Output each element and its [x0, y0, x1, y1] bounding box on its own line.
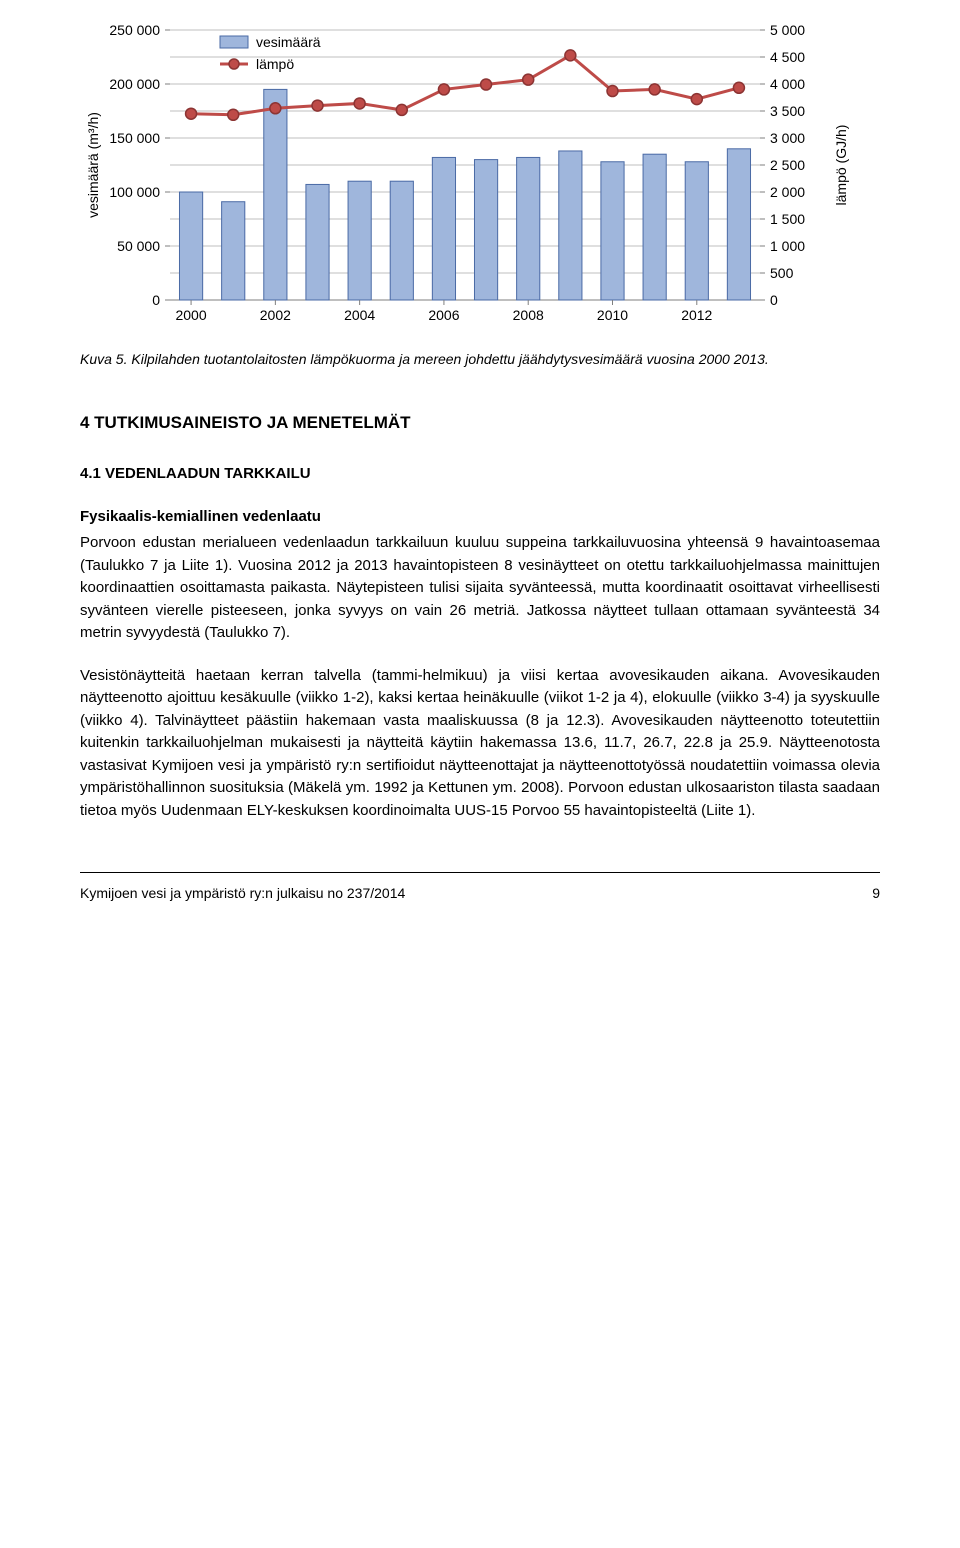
svg-text:1 000: 1 000 — [770, 238, 805, 254]
chart-container: 0 50 000 100 000 150 000 200 000 250 000 0 500 1… — [80, 20, 880, 340]
svg-text:lämpö (GJ/h): lämpö (GJ/h) — [833, 125, 849, 206]
body-paragraph-1: Porvoon edustan merialueen vedenlaadun t… — [80, 532, 880, 645]
svg-text:3 000: 3 000 — [770, 130, 805, 146]
svg-text:2004: 2004 — [344, 307, 375, 323]
figure-caption: Kuva 5. Kilpilahden tuotantolaitosten lä… — [80, 350, 880, 370]
svg-text:0: 0 — [770, 292, 778, 308]
svg-text:2008: 2008 — [513, 307, 544, 323]
svg-text:2006: 2006 — [428, 307, 459, 323]
body-paragraph-2: Vesistönäytteitä haetaan kerran talvella… — [80, 665, 880, 823]
svg-text:250 000: 250 000 — [109, 22, 160, 38]
svg-text:2 000: 2 000 — [770, 184, 805, 200]
svg-text:4 500: 4 500 — [770, 49, 805, 65]
section-heading: 4 TUTKIMUSAINEISTO JA MENETELMÄT — [80, 410, 880, 436]
svg-text:2 500: 2 500 — [770, 157, 805, 173]
subsection-heading: 4.1 VEDENLAADUN TARKKAILU — [80, 463, 880, 486]
svg-text:150 000: 150 000 — [109, 130, 160, 146]
svg-text:2012: 2012 — [681, 307, 712, 323]
combo-chart: 0 50 000 100 000 150 000 200 000 250 000 0 500 1… — [80, 20, 860, 340]
page-footer: Kymijoen vesi ja ympäristö ry:n julkaisu… — [80, 872, 880, 904]
page-number: 9 — [872, 883, 880, 904]
svg-text:2000: 2000 — [175, 307, 206, 323]
svg-text:1 500: 1 500 — [770, 211, 805, 227]
paragraph-heading: Fysikaalis-kemiallinen vedenlaatu — [80, 506, 880, 529]
svg-text:100 000: 100 000 — [109, 184, 160, 200]
svg-text:50 000: 50 000 — [117, 238, 160, 254]
svg-text:200 000: 200 000 — [109, 76, 160, 92]
svg-text:5 000: 5 000 — [770, 22, 805, 38]
svg-text:vesimäärä (m³/h): vesimäärä (m³/h) — [85, 112, 101, 218]
svg-text:vesimäärä: vesimäärä — [256, 34, 321, 50]
svg-text:0: 0 — [152, 292, 160, 308]
svg-text:2002: 2002 — [260, 307, 291, 323]
svg-text:500: 500 — [770, 265, 794, 281]
footer-text: Kymijoen vesi ja ympäristö ry:n julkaisu… — [80, 883, 405, 904]
svg-text:lämpö: lämpö — [256, 56, 294, 72]
svg-text:3 500: 3 500 — [770, 103, 805, 119]
svg-text:2010: 2010 — [597, 307, 628, 323]
svg-text:4 000: 4 000 — [770, 76, 805, 92]
